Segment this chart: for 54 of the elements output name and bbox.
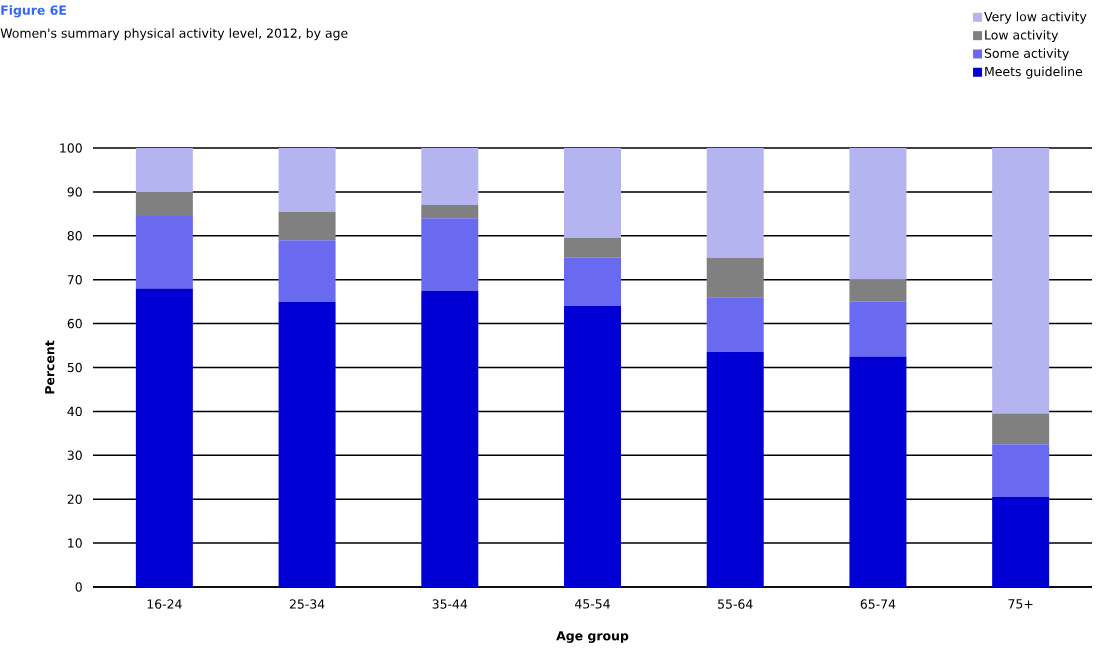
y-tick-label: 90 [67, 187, 82, 197]
bar [421, 290, 479, 587]
bar [278, 240, 336, 302]
x-tick-label: 65-74 [860, 599, 896, 609]
bar [421, 218, 479, 291]
y-tick-label: 0 [75, 582, 82, 592]
x-tick-label: 16-24 [147, 599, 182, 609]
y-tick-label: 20 [67, 494, 82, 504]
y-tick-label: 10 [68, 538, 82, 548]
bar [564, 306, 622, 587]
bar [564, 147, 622, 238]
y-tick-label: 100 [60, 143, 82, 153]
bar [278, 301, 336, 587]
x-tick-label: 55-64 [718, 599, 753, 609]
y-tick-label: 80 [67, 231, 82, 241]
bar [421, 205, 479, 219]
bar [135, 191, 193, 217]
bar [421, 147, 479, 206]
bar [278, 147, 336, 212]
bar [849, 147, 907, 280]
x-axis-title: Age group [556, 631, 629, 643]
y-tick-label: 60 [67, 318, 82, 329]
y-tick-label: 70 [67, 274, 82, 285]
chart-subtitle: Women's summary physical activity level, 2012, by age [0, 28, 348, 41]
legend-label: Low activity [985, 29, 1059, 43]
bar [564, 257, 622, 307]
y-axis-title: Percent [45, 340, 55, 394]
bar [135, 288, 193, 587]
bar [564, 237, 622, 258]
bar [706, 147, 764, 258]
bar [135, 216, 193, 289]
y-tick-label: 30 [67, 450, 82, 460]
x-tick-label: 45-54 [575, 599, 610, 609]
y-tick-label: 50 [67, 362, 82, 373]
bar [135, 147, 193, 192]
legend-label: Very low activity [984, 11, 1087, 24]
x-tick-label: 25-34 [289, 599, 325, 609]
bar [849, 356, 907, 587]
bar [849, 279, 907, 302]
legend-label: Meets guideline [985, 66, 1083, 79]
bar [706, 352, 764, 587]
bar [992, 496, 1050, 587]
bar [992, 413, 1050, 445]
legend-label: Some activity [984, 48, 1069, 61]
y-tick-label: 40 [67, 406, 82, 417]
bar [992, 444, 1050, 497]
x-tick-label: 35-44 [432, 599, 468, 609]
bar [849, 301, 907, 357]
chart-title: Figure 6E [1, 5, 66, 18]
bar [278, 211, 336, 241]
bar [706, 297, 764, 353]
bar [706, 257, 764, 298]
bar [992, 147, 1050, 414]
x-tick-label: 75+ [1008, 599, 1033, 609]
